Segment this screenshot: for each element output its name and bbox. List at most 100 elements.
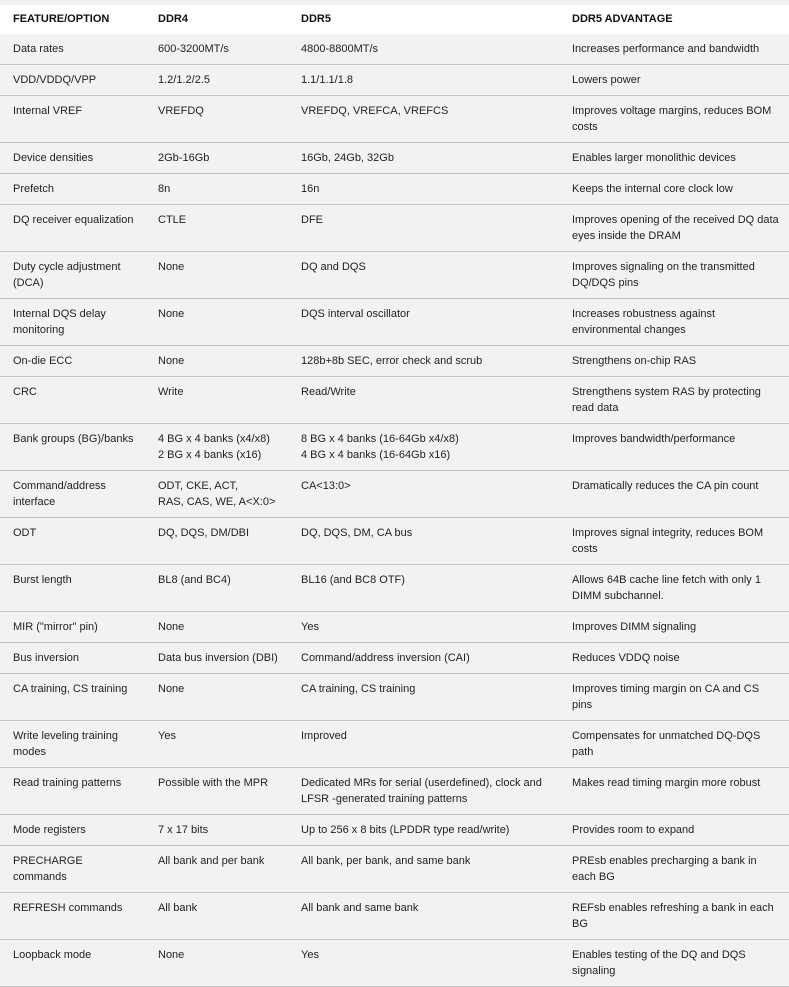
advantage-cell: Strengthens system RAS by protecting rea… <box>559 376 789 424</box>
feature-cell: Data rates <box>0 34 145 65</box>
table-row: CA training, CS training None CA training,… <box>0 673 789 721</box>
table-row: CRC Write Read/Write Strengthens system RAS… <box>0 376 789 424</box>
table-row: Mode registers 7 x 17 bits Up to 256 x 8 b… <box>0 814 789 846</box>
table-row: Loopback mode None Yes Enables testing of t… <box>0 939 789 987</box>
ddr5-cell: 16Gb, 24Gb, 32Gb <box>288 142 559 174</box>
advantage-cell: Reduces VDDQ noise <box>559 642 789 674</box>
ddr5-cell: Read/Write <box>288 376 559 424</box>
feature-cell: Loopback mode <box>0 939 145 987</box>
advantage-cell: Keeps the internal core clock low <box>559 173 789 205</box>
table-row: MIR ("mirror" pin) None Yes Improves DIMM s… <box>0 611 789 643</box>
ddr5-cell: DFE <box>288 204 559 252</box>
advantage-cell: Enables larger monolithic devices <box>559 142 789 174</box>
feature-cell: Read training patterns <box>0 767 145 815</box>
ddr4-cell: 4 BG x 4 banks (x4/x8) 2 BG x 4 banks (x… <box>145 423 288 471</box>
feature-cell: MIR ("mirror" pin) <box>0 611 145 643</box>
table-row: Bus inversion Data bus inversion (DBI) Com… <box>0 642 789 674</box>
table-row: Internal DQS delay monitoring None DQS int… <box>0 298 789 346</box>
feature-cell: DQ receiver equalization <box>0 204 145 252</box>
table-row: Read training patterns Possible with the … <box>0 767 789 815</box>
feature-cell: Internal DQS delay monitoring <box>0 298 145 346</box>
ddr4-cell: None <box>145 939 288 987</box>
advantage-cell: Increases robustness against environment… <box>559 298 789 346</box>
ddr5-cell: CA training, CS training <box>288 673 559 721</box>
ddr5-cell: BL16 (and BC8 OTF) <box>288 564 559 612</box>
table-row: REFRESH commands All bank All bank and sam… <box>0 892 789 940</box>
advantage-cell: Improves signaling on the transmitted DQ… <box>559 251 789 299</box>
ddr4-cell: Possible with the MPR <box>145 767 288 815</box>
advantage-cell: Improves opening of the received DQ data… <box>559 204 789 252</box>
feature-cell: CRC <box>0 376 145 424</box>
ddr4-cell: Data bus inversion (DBI) <box>145 642 288 674</box>
feature-cell: Device densities <box>0 142 145 174</box>
table-row: PRECHARGE commands All bank and per bank A… <box>0 845 789 893</box>
ddr4-cell: 600-3200MT/s <box>145 34 288 65</box>
table-row: Command/address interface ODT, CKE, ACT, … <box>0 470 789 518</box>
feature-cell: VDD/VDDQ/VPP <box>0 64 145 96</box>
ddr5-cell: All bank and same bank <box>288 892 559 940</box>
feature-cell: Burst length <box>0 564 145 612</box>
ddr5-cell: Improved <box>288 720 559 768</box>
advantage-cell: Improves signal integrity, reduces BOM c… <box>559 517 789 565</box>
ddr4-cell: All bank and per bank <box>145 845 288 893</box>
advantage-cell: Improves bandwidth/performance <box>559 423 789 471</box>
advantage-cell: Makes read timing margin more robust <box>559 767 789 815</box>
advantage-cell: Dramatically reduces the CA pin count <box>559 470 789 518</box>
feature-cell: REFRESH commands <box>0 892 145 940</box>
ddr4-cell: None <box>145 298 288 346</box>
table-row: ODT DQ, DQS, DM/DBI DQ, DQS, DM, CA bus Imp… <box>0 517 789 565</box>
advantage-cell: Allows 64B cache line fetch with only 1 … <box>559 564 789 612</box>
feature-cell: Prefetch <box>0 173 145 205</box>
ddr4-cell: Write <box>145 376 288 424</box>
table-row: Prefetch 8n 16n Keeps the internal core cl… <box>0 173 789 205</box>
table-row: Data rates 600-3200MT/s 4800-8800MT/s Incre… <box>0 34 789 65</box>
ddr5-cell: Command/address inversion (CAI) <box>288 642 559 674</box>
ddr4-cell: Yes <box>145 720 288 768</box>
advantage-cell: Provides room to expand <box>559 814 789 846</box>
ddr4-cell: None <box>145 611 288 643</box>
ddr4-ddr5-comparison-table: FEATURE/OPTION DDR4 DDR5 DDR5 ADVANTAGE … <box>0 5 789 987</box>
ddr5-cell: Dedicated MRs for serial (userdefined), … <box>288 767 559 815</box>
feature-cell: ODT <box>0 517 145 565</box>
table-row: Device densities 2Gb-16Gb 16Gb, 24Gb, 32… <box>0 142 789 174</box>
header-ddr5: DDR5 <box>288 5 559 34</box>
advantage-cell: Increases performance and bandwidth <box>559 34 789 65</box>
advantage-cell: PREsb enables precharging a bank in each… <box>559 845 789 893</box>
ddr4-cell: CTLE <box>145 204 288 252</box>
ddr5-cell: DQ, DQS, DM, CA bus <box>288 517 559 565</box>
ddr5-cell: 1.1/1.1/1.8 <box>288 64 559 96</box>
ddr4-cell: None <box>145 673 288 721</box>
ddr4-cell: 7 x 17 bits <box>145 814 288 846</box>
ddr4-cell: 8n <box>145 173 288 205</box>
table-row: Internal VREF VREFDQ VREFDQ, VREFCA, VREFC… <box>0 95 789 143</box>
table-row: Write leveling training modes Yes Improved… <box>0 720 789 768</box>
ddr5-cell: DQS interval oscillator <box>288 298 559 346</box>
feature-cell: Bank groups (BG)/banks <box>0 423 145 471</box>
ddr4-cell: 1.2/1.2/2.5 <box>145 64 288 96</box>
feature-cell: Write leveling training modes <box>0 720 145 768</box>
advantage-cell: Lowers power <box>559 64 789 96</box>
feature-cell: Internal VREF <box>0 95 145 143</box>
ddr4-cell: None <box>145 345 288 377</box>
ddr4-cell: None <box>145 251 288 299</box>
advantage-cell: Improves timing margin on CA and CS pins <box>559 673 789 721</box>
header-feature: FEATURE/OPTION <box>0 5 145 34</box>
ddr5-cell: Up to 256 x 8 bits (LPDDR type read/writ… <box>288 814 559 846</box>
ddr5-cell: 16n <box>288 173 559 205</box>
advantage-cell: Enables testing of the DQ and DQS signal… <box>559 939 789 987</box>
table-row: On-die ECC None 128b+8b SEC, error check a… <box>0 345 789 377</box>
feature-cell: CA training, CS training <box>0 673 145 721</box>
advantage-cell: Improves voltage margins, reduces BOM co… <box>559 95 789 143</box>
ddr5-cell: CA<13:0> <box>288 470 559 518</box>
advantage-cell: Compensates for unmatched DQ-DQS path <box>559 720 789 768</box>
header-row: FEATURE/OPTION DDR4 DDR5 DDR5 ADVANTAGE <box>0 5 789 34</box>
ddr5-cell: DQ and DQS <box>288 251 559 299</box>
feature-cell: PRECHARGE commands <box>0 845 145 893</box>
advantage-cell: Improves DIMM signaling <box>559 611 789 643</box>
ddr5-cell: 8 BG x 4 banks (16-64Gb x4/x8) 4 BG x 4 … <box>288 423 559 471</box>
advantage-cell: Strengthens on-chip RAS <box>559 345 789 377</box>
ddr5-cell: All bank, per bank, and same bank <box>288 845 559 893</box>
table-row: VDD/VDDQ/VPP 1.2/1.2/2.5 1.1/1.1/1.8 Lowe… <box>0 64 789 96</box>
table-row: Duty cycle adjustment (DCA) None DQ and DQ… <box>0 251 789 299</box>
feature-cell: On-die ECC <box>0 345 145 377</box>
